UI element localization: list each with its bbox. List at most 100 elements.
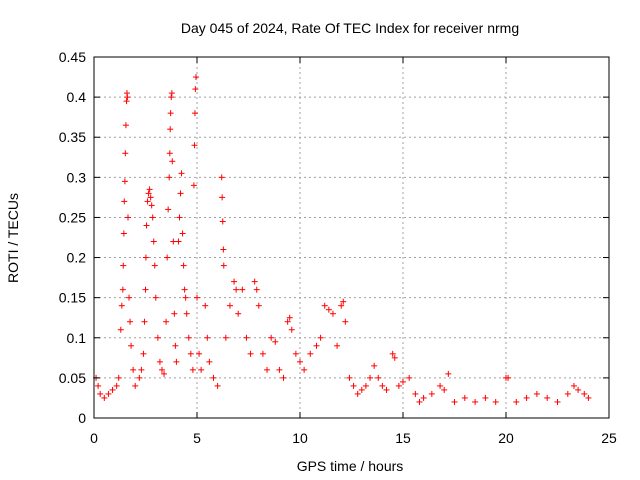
data-point	[428, 390, 435, 397]
data-point	[121, 198, 128, 205]
data-point	[523, 394, 530, 401]
data-point	[95, 382, 102, 389]
data-point	[346, 374, 353, 381]
data-point	[142, 254, 149, 261]
data-point	[354, 390, 361, 397]
data-point	[170, 238, 177, 245]
data-point	[391, 354, 398, 361]
data-point	[255, 302, 262, 309]
data-point	[338, 302, 345, 309]
data-point	[136, 374, 143, 381]
plot-frame	[93, 56, 610, 419]
data-point	[297, 358, 303, 365]
data-point	[180, 262, 187, 269]
data-point	[128, 342, 135, 349]
data-point	[132, 382, 139, 389]
data-point	[146, 186, 153, 193]
data-point	[198, 366, 205, 373]
data-point	[117, 326, 124, 333]
data-point	[119, 286, 126, 293]
data-point	[149, 214, 156, 221]
data-point	[321, 302, 328, 309]
data-point	[118, 302, 125, 309]
data-point	[168, 90, 175, 97]
data-point	[185, 334, 192, 341]
data-point	[138, 366, 145, 373]
data-point	[115, 374, 122, 381]
data-point	[190, 182, 197, 189]
data-point	[358, 386, 365, 393]
data-point	[182, 294, 189, 301]
data-point	[461, 394, 468, 401]
data-point	[416, 398, 423, 405]
data-point	[585, 394, 592, 401]
data-point	[194, 294, 200, 301]
x-tick-label: 20	[498, 430, 514, 446]
data-point	[492, 398, 499, 405]
data-point	[220, 246, 227, 253]
data-point	[202, 302, 209, 309]
data-point	[406, 374, 413, 381]
data-point	[109, 386, 116, 393]
data-point	[482, 394, 489, 401]
data-point	[329, 310, 336, 317]
data-point	[251, 278, 258, 285]
data-point	[342, 318, 349, 325]
data-point	[362, 382, 369, 389]
data-point	[97, 390, 104, 397]
data-point	[307, 350, 314, 357]
data-point	[156, 358, 163, 365]
data-point	[175, 238, 182, 245]
data-point	[204, 334, 211, 341]
data-point	[120, 262, 127, 269]
x-tick-label: 0	[90, 430, 98, 446]
data-point	[575, 386, 582, 393]
data-point	[544, 394, 551, 401]
data-point	[235, 310, 242, 317]
data-point	[167, 126, 174, 133]
data-point	[172, 342, 179, 349]
data-point	[292, 350, 299, 357]
data-point	[371, 362, 378, 369]
data-point	[472, 398, 479, 405]
data-point	[122, 122, 129, 129]
data-point	[513, 398, 520, 405]
chart-title: Day 045 of 2024, Rate Of TEC Index for r…	[181, 20, 519, 36]
data-point	[166, 174, 173, 181]
data-point	[222, 334, 229, 341]
data-point	[191, 142, 198, 149]
data-point	[554, 398, 561, 405]
data-point	[177, 190, 184, 197]
data-point	[505, 374, 512, 381]
data-point	[400, 378, 406, 385]
data-point	[317, 334, 324, 341]
data-point	[451, 398, 458, 405]
data-point	[181, 286, 188, 293]
data-point	[183, 310, 190, 317]
data-point	[219, 194, 226, 201]
data-point	[206, 358, 213, 365]
data-point	[152, 294, 159, 301]
data-point	[151, 262, 158, 269]
data-point	[173, 358, 180, 365]
data-point	[192, 74, 199, 81]
data-point	[165, 206, 172, 213]
data-point	[141, 318, 148, 325]
data-point	[313, 342, 320, 349]
y-tick-label: 0.15	[59, 290, 86, 306]
data-point	[301, 366, 308, 373]
data-point	[253, 286, 260, 293]
y-tick-label: 0.3	[67, 169, 87, 185]
data-point	[288, 326, 295, 333]
data-point	[395, 382, 402, 389]
data-point	[176, 214, 183, 221]
data-point	[219, 218, 226, 225]
data-point	[441, 386, 448, 393]
data-point	[130, 366, 137, 373]
data-point	[189, 366, 196, 373]
y-tick-label: 0	[78, 410, 86, 426]
data-point	[123, 98, 130, 105]
data-point	[113, 382, 120, 389]
data-point	[163, 318, 170, 325]
x-tick-label: 15	[395, 430, 411, 446]
